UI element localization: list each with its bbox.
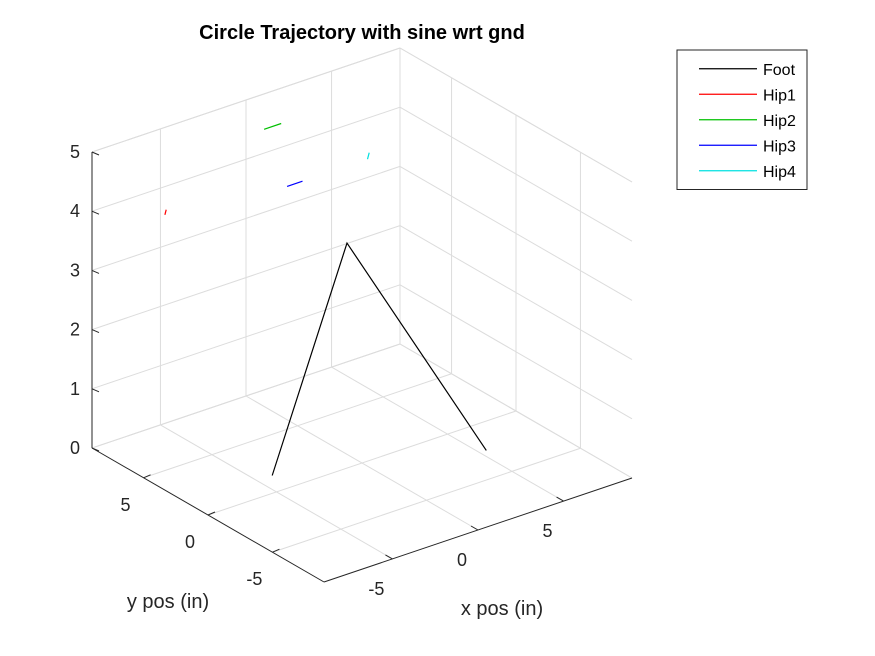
grid-line — [91, 225, 401, 331]
grid-lines — [91, 47, 633, 560]
grid-line — [399, 165, 633, 301]
legend-entry-label: Foot — [763, 62, 796, 79]
grid-line — [91, 284, 401, 390]
series-line-foot — [271, 241, 487, 476]
z-tick-mark — [91, 151, 100, 156]
box-edge — [399, 47, 633, 183]
grid-line — [272, 447, 581, 553]
z-tick-label: 3 — [70, 260, 80, 280]
legend-entry-label: Hip3 — [763, 138, 796, 155]
z-tick-label: 1 — [70, 379, 80, 399]
legend: Foot Hip1 Hip2 Hip3 Hip4 — [676, 49, 808, 190]
grid-line — [91, 106, 401, 212]
y-tick-mark — [272, 548, 280, 553]
y-tick-mark — [143, 474, 151, 479]
grid-line — [143, 373, 452, 479]
y-tick-label: 0 — [185, 532, 195, 552]
series-line-hip4 — [366, 152, 370, 160]
z-tick-label: 4 — [70, 201, 80, 221]
z-tick-mark — [91, 447, 100, 452]
grid-line — [207, 410, 517, 516]
z-tick-label: 0 — [70, 438, 80, 458]
z-tick-mark — [91, 329, 100, 334]
x-tick-mark — [556, 496, 564, 502]
z-tick-mark — [91, 269, 100, 274]
z-tick-label: 2 — [70, 320, 80, 340]
x-tick-mark — [385, 554, 393, 560]
tick-labels: -5 0 5 -5 0 5 0 1 2 3 4 5 — [70, 142, 553, 599]
x-tick-label: -5 — [368, 579, 384, 599]
grid-line — [399, 225, 633, 361]
x-tick-mark — [470, 525, 479, 531]
data-series — [164, 122, 487, 476]
grid-line — [399, 284, 633, 420]
grid-line — [91, 165, 401, 271]
legend-entry-label: Hip4 — [763, 164, 796, 181]
x-tick-label: 5 — [543, 521, 553, 541]
z-tick-mark — [91, 210, 100, 215]
series-line-hip1 — [164, 209, 167, 215]
grid-line — [399, 106, 633, 242]
x-tick-label: 0 — [457, 550, 467, 570]
box-edge — [91, 47, 401, 153]
y-axis-label: y pos (in) — [127, 591, 209, 613]
y-tick-label: 5 — [121, 495, 131, 515]
box-edge — [91, 343, 401, 449]
y-tick-mark — [207, 511, 216, 516]
legend-entry-label: Hip1 — [763, 87, 796, 104]
legend-entry-label: Hip2 — [763, 113, 796, 130]
x-axis-label: x pos (in) — [461, 598, 543, 620]
series-line-hip3 — [286, 180, 303, 187]
chart-title: Circle Trajectory with sine wrt gnd — [199, 22, 525, 44]
z-tick-label: 5 — [70, 142, 80, 162]
y-tick-label: -5 — [246, 569, 262, 589]
box-edge — [399, 343, 633, 479]
series-line-hip2 — [263, 122, 282, 130]
axes — [91, 151, 633, 583]
z-tick-mark — [91, 388, 100, 393]
